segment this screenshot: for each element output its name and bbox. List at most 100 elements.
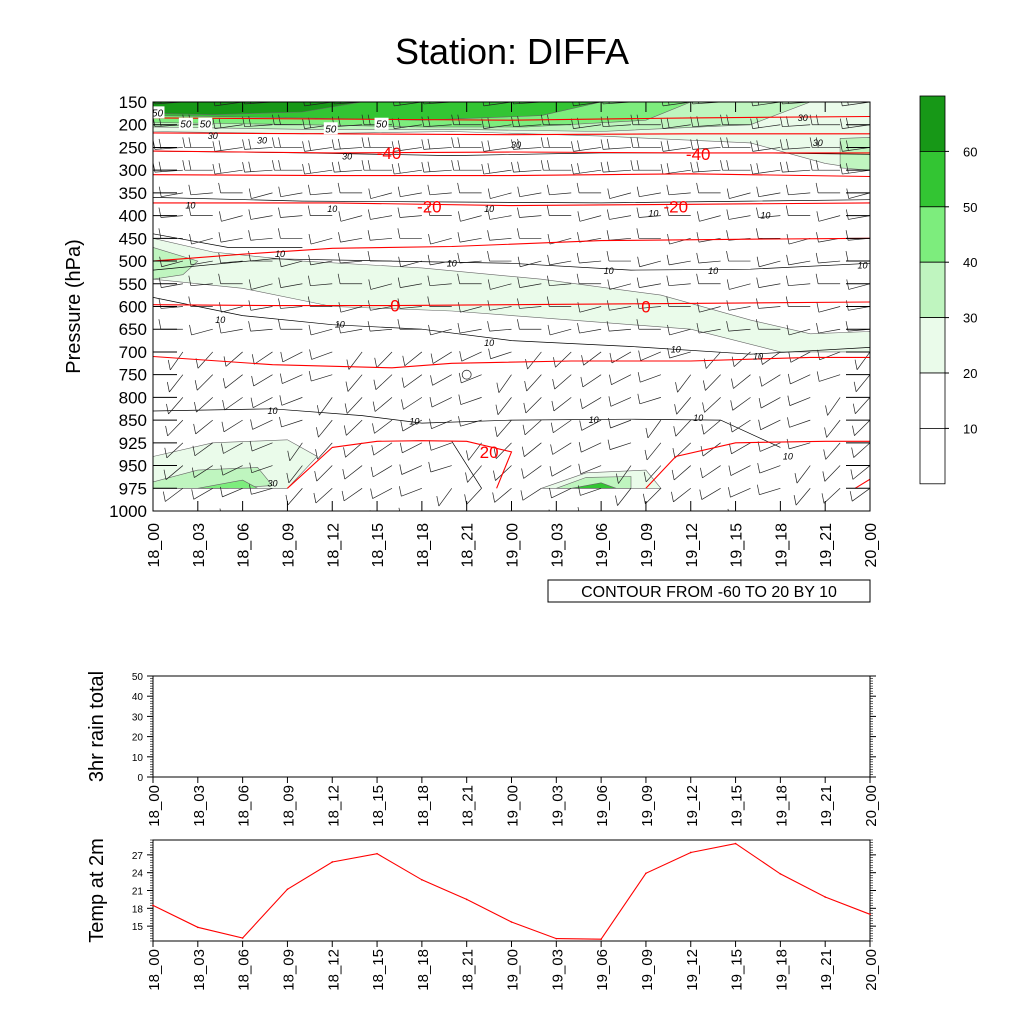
wind-barb-feather bbox=[578, 102, 580, 106]
x-tick-label: 18_06 bbox=[236, 785, 253, 827]
wind-barb bbox=[161, 283, 183, 288]
wind-barb-feather bbox=[162, 491, 166, 502]
wind-barb-feather bbox=[720, 114, 723, 125]
x-tick-label: 19_12 bbox=[684, 785, 701, 827]
wind-barb bbox=[495, 465, 512, 481]
speed-contour-label: 50 bbox=[200, 120, 212, 131]
wind-barb bbox=[553, 419, 572, 434]
wind-barb-feather bbox=[279, 416, 282, 427]
data-point bbox=[690, 776, 692, 778]
wind-barb bbox=[317, 442, 333, 460]
pressure-axis-title: Pressure (hPa) bbox=[63, 239, 85, 374]
wind-barb-feather bbox=[272, 114, 275, 125]
wind-barb-feather bbox=[696, 138, 700, 150]
wind-barb bbox=[195, 419, 213, 435]
data-point bbox=[600, 938, 602, 941]
time-tick-label: 19_12 bbox=[684, 523, 701, 568]
data-point bbox=[376, 776, 378, 778]
wind-barb bbox=[520, 260, 542, 268]
wind-barb bbox=[214, 124, 243, 129]
wind-barb bbox=[194, 465, 213, 478]
wind-barb-feather bbox=[367, 209, 371, 220]
wind-barb bbox=[461, 374, 482, 384]
wind-barb-feather bbox=[158, 319, 162, 330]
wind-barb bbox=[549, 260, 572, 266]
pressure-tick-label: 400 bbox=[119, 207, 147, 226]
wind-barb bbox=[731, 442, 751, 455]
wind-barb-feather bbox=[839, 118, 843, 129]
wind-barb bbox=[759, 487, 781, 496]
wind-barb-feather bbox=[630, 137, 634, 148]
wind-barb bbox=[343, 487, 363, 502]
wind-barb bbox=[315, 488, 333, 504]
wind-barb-feather bbox=[517, 161, 520, 172]
wind-barb bbox=[225, 374, 243, 389]
wind-barb bbox=[554, 374, 572, 390]
wind-barb bbox=[513, 169, 542, 173]
wind-barb bbox=[370, 306, 393, 311]
wind-barb bbox=[244, 169, 273, 173]
speed-contour-label: 50 bbox=[180, 120, 192, 131]
wind-barb-feather bbox=[164, 447, 168, 458]
wind-barb-feather bbox=[636, 137, 640, 148]
wind-barb-feather bbox=[218, 273, 221, 284]
x-tick-label: 19_06 bbox=[594, 949, 611, 991]
wind-barb-feather bbox=[720, 160, 723, 171]
wind-barb-feather bbox=[487, 163, 491, 174]
wind-barb-feather bbox=[690, 139, 694, 150]
wind-barb-feather bbox=[341, 513, 343, 523]
data-point bbox=[152, 904, 154, 907]
wind-barb bbox=[519, 306, 542, 309]
wind-barb-feather bbox=[372, 401, 376, 412]
wind-barb-feather bbox=[401, 399, 404, 410]
wind-barb bbox=[281, 260, 303, 268]
wind-barb-feather bbox=[823, 449, 827, 460]
wind-barb-feather bbox=[667, 233, 670, 245]
wind-barb-feather bbox=[220, 102, 222, 106]
wind-barb bbox=[609, 192, 632, 199]
wind-barb-feather bbox=[308, 140, 311, 151]
wind-barb-feather bbox=[846, 163, 849, 174]
wind-barb-feather bbox=[511, 116, 514, 127]
wind-barb-feather bbox=[700, 446, 704, 457]
wind-barb bbox=[698, 237, 721, 243]
wind-barb bbox=[280, 283, 303, 288]
y-tick-label: 18 bbox=[132, 904, 144, 915]
wind-barb-feather bbox=[731, 378, 734, 389]
wind-barb bbox=[609, 283, 632, 290]
time-tick-label: 18_03 bbox=[191, 523, 208, 568]
wind-barb-feather bbox=[809, 137, 813, 148]
wind-barb bbox=[758, 215, 781, 218]
wind-barb-feather bbox=[249, 484, 252, 495]
wind-barb bbox=[168, 397, 184, 415]
wind-barb-feather bbox=[361, 137, 365, 148]
wind-barb bbox=[495, 442, 512, 459]
wind-barb-feather bbox=[702, 402, 705, 413]
wind-barb bbox=[196, 374, 213, 391]
wind-barb bbox=[401, 465, 423, 475]
wind-barb-feather bbox=[817, 349, 820, 360]
wind-barb-feather bbox=[373, 379, 377, 390]
wind-barb-feather bbox=[159, 256, 162, 267]
wind-barb-feather bbox=[343, 425, 347, 436]
wind-barb-feather bbox=[846, 117, 849, 128]
wind-barb bbox=[610, 397, 632, 407]
wind-barb bbox=[334, 169, 363, 173]
wind-barb bbox=[165, 487, 184, 502]
wind-barb bbox=[573, 124, 602, 129]
wind-barb bbox=[190, 283, 213, 287]
x-tick-label: 19_06 bbox=[594, 785, 611, 827]
wind-barb bbox=[551, 465, 572, 477]
x-tick-label: 18_03 bbox=[191, 785, 208, 827]
pressure-tick-label: 750 bbox=[119, 366, 147, 385]
temperature-contour-label: -20 bbox=[664, 198, 689, 217]
wind-barb-feather bbox=[192, 445, 196, 456]
wind-barb-feather bbox=[400, 421, 404, 432]
panel-axis-title: 3hr rain total bbox=[86, 671, 108, 782]
data-point bbox=[555, 937, 558, 940]
speed-contour-label: 10 bbox=[185, 201, 195, 211]
wind-barb bbox=[702, 442, 721, 457]
wind-barb bbox=[252, 419, 273, 430]
pressure-tick-label: 350 bbox=[119, 184, 147, 203]
wind-barb-feather bbox=[369, 102, 371, 103]
